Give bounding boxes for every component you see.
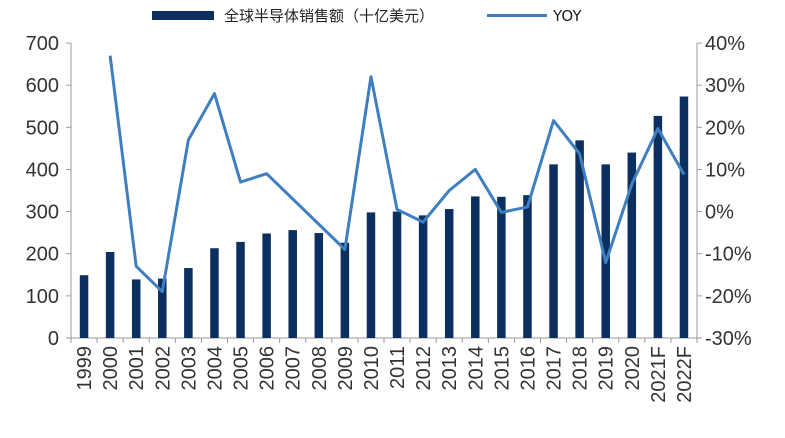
x-tick-label-2017: 2017 (544, 346, 566, 391)
y-left-tick-label: 300 (26, 202, 59, 224)
bar-2017 (549, 164, 558, 338)
bar-2015 (497, 196, 506, 338)
y-left-tick-label: 500 (26, 117, 59, 139)
x-tick-label-2004: 2004 (204, 346, 226, 391)
bar-2008 (314, 233, 324, 338)
legend-bar-swatch (152, 11, 214, 20)
y-right-tick-label: -20% (705, 286, 752, 308)
bar-2006 (262, 233, 271, 338)
bar-2022F (679, 96, 689, 339)
bar-2002 (158, 278, 167, 338)
x-tick-label-2021F: 2021F (648, 346, 670, 403)
x-tick-label-2015: 2015 (491, 346, 513, 391)
x-tick-label-2009: 2009 (335, 346, 357, 391)
x-tick-label-2018: 2018 (570, 346, 592, 391)
x-tick-label-2022F: 2022F (674, 346, 696, 403)
y-right-tick-label: 10% (705, 159, 745, 181)
bar-2021F (653, 115, 663, 339)
x-tick-label-2011: 2011 (387, 346, 409, 389)
bar-series (79, 96, 689, 339)
legend-line-label: YOY (552, 7, 582, 25)
x-tick-label-2012: 2012 (413, 346, 435, 391)
bar-2005 (236, 241, 245, 338)
x-tick-label-2016: 2016 (517, 346, 539, 391)
yoy-series (108, 55, 686, 294)
x-tick-label-2001: 2001 (126, 346, 148, 391)
yoy-line (108, 55, 686, 294)
x-tick-label-2020: 2020 (622, 346, 644, 391)
y-right-tick-label: 0% (705, 202, 734, 224)
y-left-tick-label: 700 (26, 33, 59, 55)
bar-2016 (523, 195, 532, 338)
bar-2007 (288, 230, 297, 338)
bar-2020 (627, 152, 637, 338)
y-left-tick-label: 600 (26, 75, 59, 97)
y-left-tick-label: 200 (26, 244, 59, 266)
bar-2018 (575, 140, 584, 338)
x-tick-label-2008: 2008 (309, 346, 331, 391)
x-tick-label-2006: 2006 (257, 346, 279, 391)
y-left-tick-label: 400 (26, 159, 59, 181)
y-right-tick-label: -10% (705, 244, 752, 266)
bar-2003 (184, 268, 193, 338)
x-axis-ticks: 1999 2000 2001 2002 2003 2004 2005 2006 2007 2008… (70, 338, 698, 403)
bar-2012 (418, 215, 428, 338)
bar-2011 (392, 211, 402, 338)
bar-2014 (471, 196, 480, 338)
bar-2013 (444, 209, 454, 338)
y-right-tick-label: 40% (705, 33, 745, 55)
y-axis-left-ticks: 0 100 200 300 400 500 600 700 (26, 33, 71, 350)
x-tick-label-2005: 2005 (231, 346, 253, 391)
legend-bar-label: 全球半导体销售额（十亿美元） (224, 7, 434, 25)
x-tick-label-2003: 2003 (178, 346, 200, 391)
bar-2001 (131, 279, 141, 338)
y-right-tick-label: 20% (705, 117, 745, 139)
bar-2000 (105, 252, 115, 338)
bar-2019 (601, 164, 610, 338)
x-tick-label-2002: 2002 (152, 346, 174, 391)
bar-2004 (210, 248, 219, 338)
x-tick-label-2019: 2019 (596, 346, 618, 391)
x-tick-label-2000: 2000 (100, 346, 122, 391)
x-tick-label-2010: 2010 (361, 346, 383, 391)
x-tick-label-2013: 2013 (439, 346, 461, 391)
chart-legend: 全球半导体销售额（十亿美元） YOY (152, 7, 582, 25)
x-tick-label-2007: 2007 (283, 346, 305, 391)
y-right-tick-label: -30% (705, 328, 752, 350)
y-right-tick-label: 30% (705, 75, 745, 97)
y-axis-right-ticks: -30% -20% -10% 0% 10% 20% 30% 40% (697, 33, 752, 350)
bar-2009 (340, 242, 350, 338)
bar-2010 (366, 212, 376, 338)
bar-1999 (79, 275, 89, 338)
y-left-tick-label: 0 (48, 328, 59, 350)
x-tick-label-2014: 2014 (465, 346, 487, 391)
y-left-tick-label: 100 (26, 286, 59, 308)
x-tick-label-1999: 1999 (74, 346, 96, 391)
